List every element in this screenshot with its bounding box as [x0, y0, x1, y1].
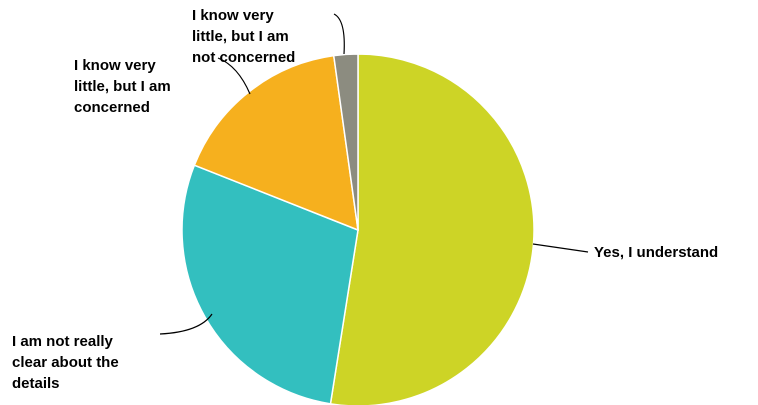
- slice-yes-understand: [329, 53, 535, 405]
- slice-label-little-not-concerned: I know very little, but I am not concern…: [192, 7, 295, 66]
- pie-slices: [181, 53, 535, 405]
- slice-label-not-clear: I am not really clear about the details: [12, 333, 123, 392]
- leader-yes-understand: [532, 243, 589, 253]
- slice-label-little-concerned: I know very little, but I am concerned: [74, 57, 175, 116]
- slice-label-yes-understand: Yes, I understand: [594, 244, 718, 261]
- leader-lines: [159, 13, 589, 335]
- leader-little-not-concerned: [333, 13, 345, 55]
- leader-little-concerned: [217, 57, 251, 95]
- slice-not-clear: [181, 164, 359, 405]
- leader-not-clear: [159, 313, 213, 335]
- slice-little-not-concerned: [332, 53, 359, 231]
